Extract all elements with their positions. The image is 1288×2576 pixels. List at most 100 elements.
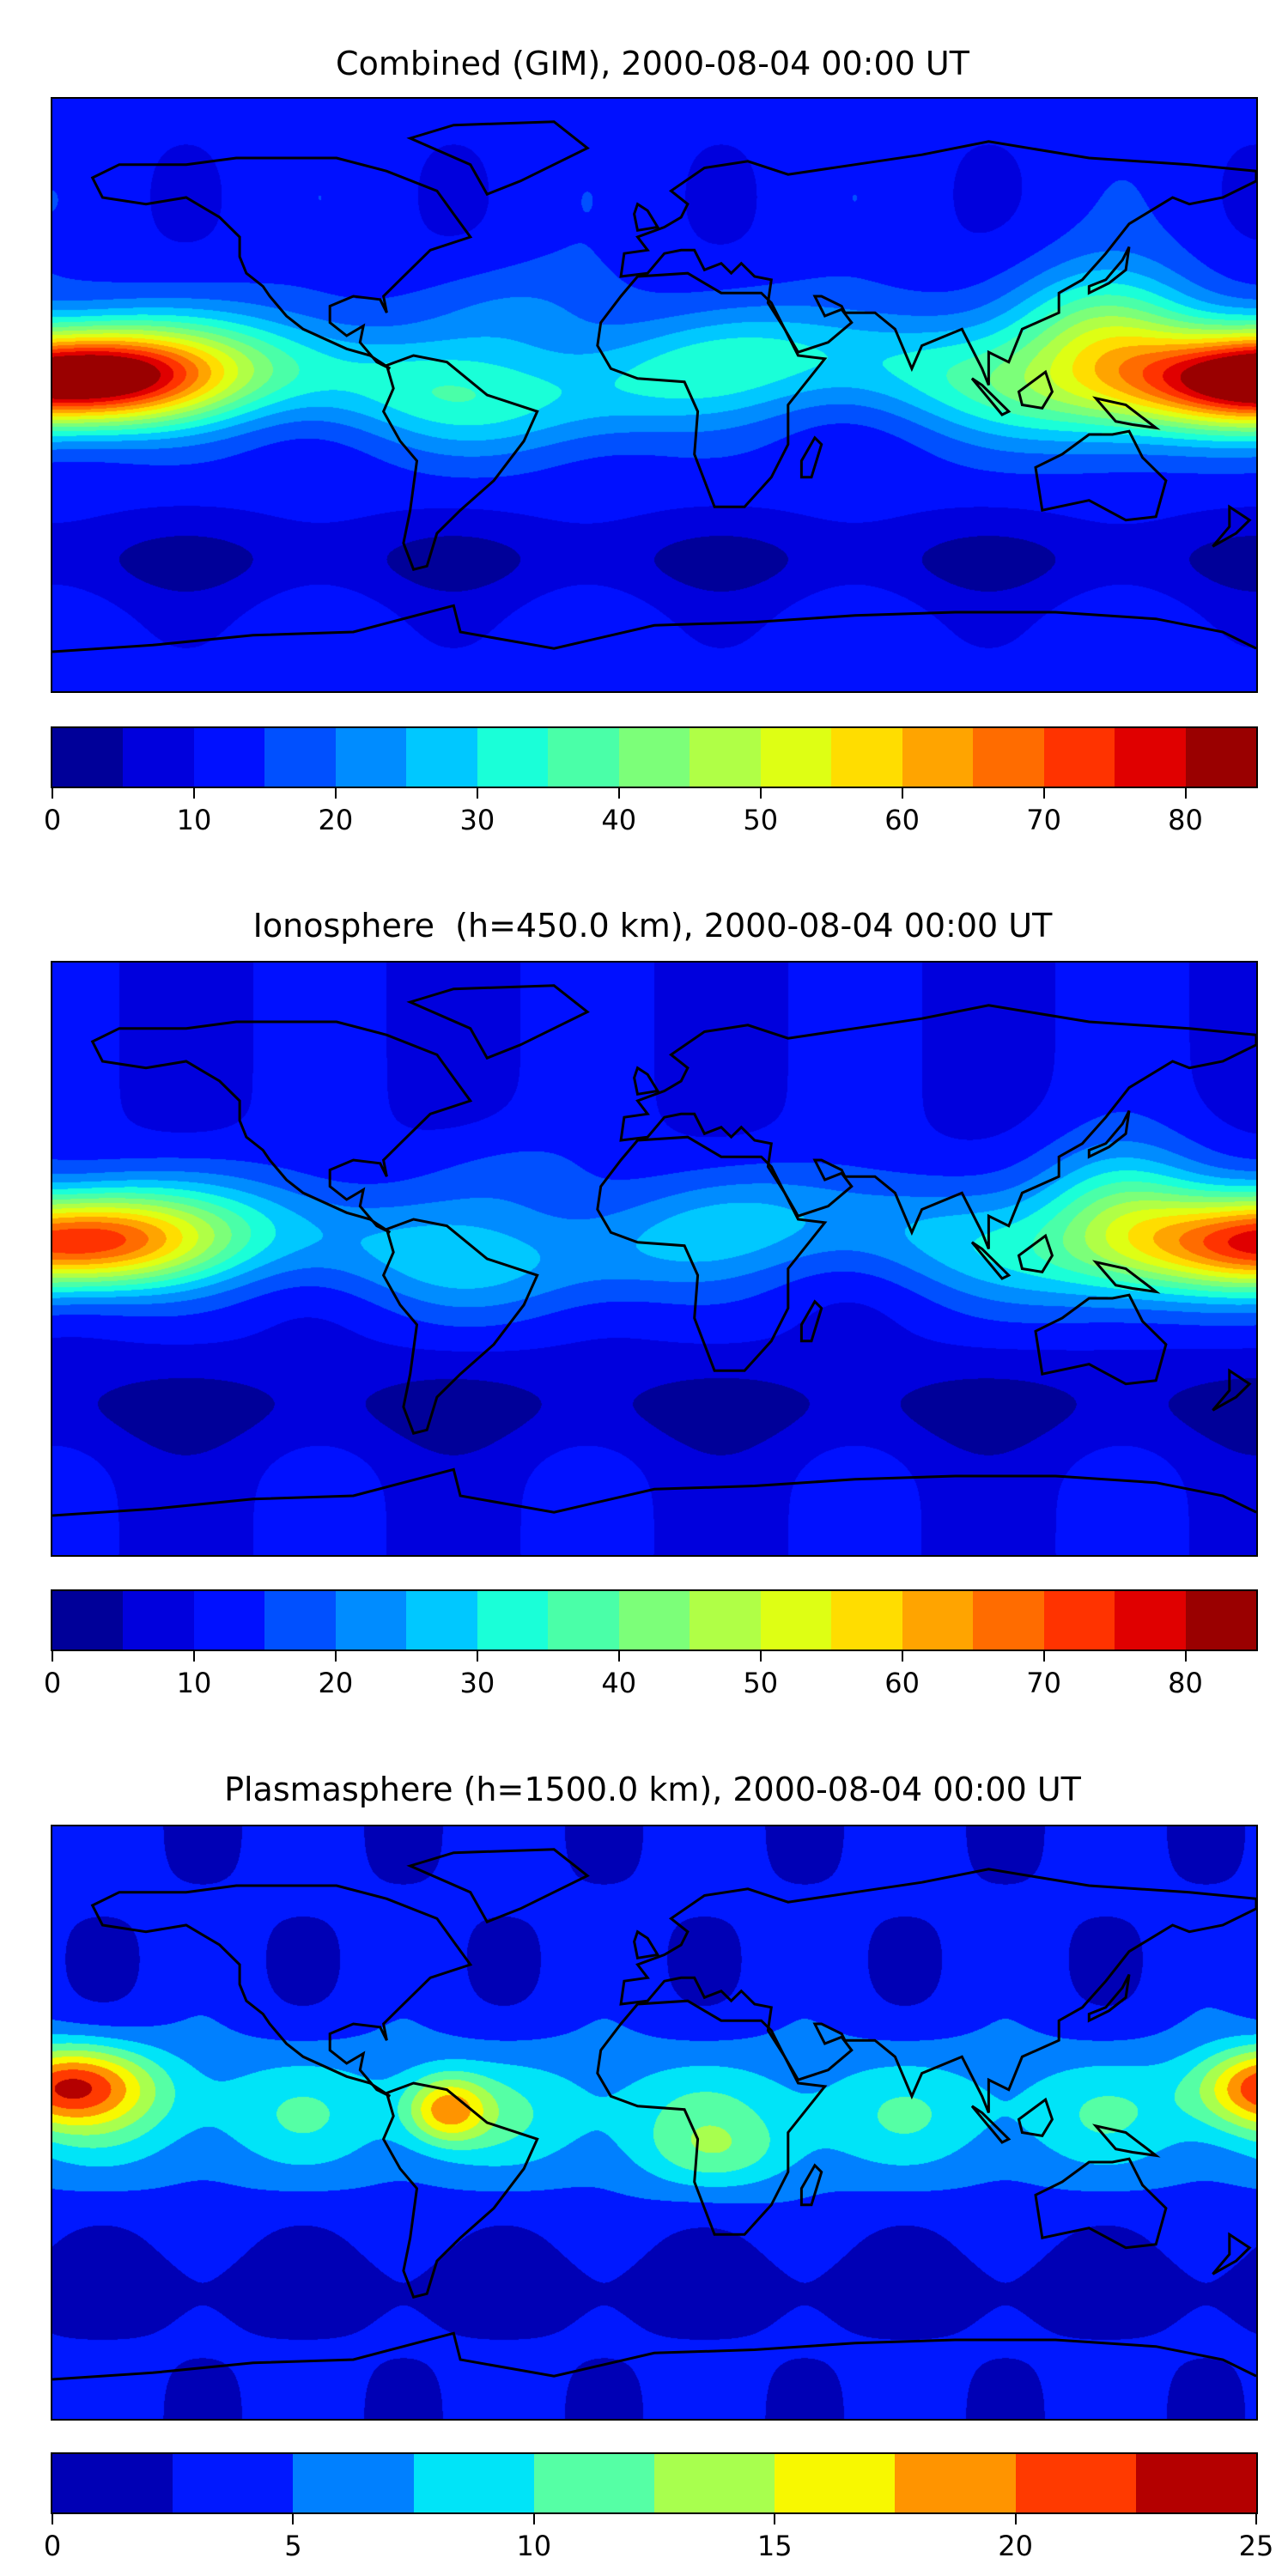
chart-title-ionosphere: Ionosphere (h=450.0 km), 2000-08-04 00:0…: [252, 907, 1053, 945]
colorbar-segment: [654, 2454, 775, 2512]
coastline-sumatra: [970, 2105, 1012, 2144]
colorbar-segment: [548, 728, 619, 787]
coastline-madagascar: [799, 2163, 823, 2207]
colorbar-tick-label: 40: [601, 804, 637, 836]
colorbar-segment: [123, 1591, 194, 1649]
coastlines: [52, 1848, 1256, 2381]
colorbar-tick: [1042, 1651, 1045, 1662]
colorbar-tick: [759, 1651, 762, 1662]
colorbar-segment: [1043, 1591, 1115, 1649]
colorbar-tick: [52, 2514, 53, 2524]
coastline-new-zealand: [1212, 1368, 1252, 1412]
coastline-north-america: [90, 156, 473, 370]
colorbar-tick-label: 0: [43, 2530, 62, 2562]
colorbar-segment: [1115, 1591, 1186, 1649]
colorbar-tick-label: 30: [459, 804, 495, 836]
colorbar-segment: [973, 728, 1044, 787]
coastline-africa: [596, 1135, 828, 1372]
colorbar-segment: [193, 728, 265, 787]
colorbar-segment: [1185, 728, 1256, 787]
coastline-australia: [1034, 2157, 1168, 2250]
colorbar-tick: [292, 2514, 295, 2524]
colorbar-tick-label: 80: [1168, 1667, 1203, 1699]
colorbar-segment: [1185, 1591, 1256, 1649]
colorbar-tick-label: 10: [176, 1667, 212, 1699]
colorbar-tick: [1184, 788, 1187, 799]
coastline-madagascar: [799, 435, 823, 479]
colorbar-segment: [760, 1591, 832, 1649]
colorbar-segment: [52, 1591, 124, 1649]
colorbar-tick-label: 60: [884, 1667, 920, 1699]
coastline-japan: [1087, 1973, 1131, 2023]
colorbar-combined: [51, 726, 1258, 788]
colorbar-tick: [532, 2514, 535, 2524]
coastline-madagascar: [799, 1299, 823, 1343]
colorbar-segment: [690, 1591, 761, 1649]
colorbar-segment: [760, 728, 832, 787]
coastline-japan: [1087, 246, 1131, 295]
coastline-australia: [1034, 429, 1168, 522]
chart-title-combined: Combined (GIM), 2000-08-04 00:00 UT: [336, 45, 969, 82]
colorbar-segment: [406, 1591, 477, 1649]
colorbar-tick-label: 0: [43, 1667, 62, 1699]
contour-field-plasmasphere: [52, 1826, 1256, 2419]
coastline-japan: [1087, 1109, 1131, 1159]
colorbar-tick: [52, 1651, 53, 1662]
colorbar-segment: [831, 1591, 902, 1649]
coastline-britain: [633, 202, 660, 233]
colorbar-tick: [617, 1651, 620, 1662]
coastline-eurasia: [619, 1868, 1256, 2114]
colorbar-tick-label: 20: [318, 804, 354, 836]
colorbar-segment: [618, 1591, 690, 1649]
colorbar-tick: [52, 788, 53, 799]
colorbar-segment: [902, 728, 974, 787]
coastline-antarctica: [52, 1467, 1256, 1517]
coastline-borneo: [1017, 1233, 1054, 1273]
colorbar-segment: [193, 1591, 265, 1649]
coastline-britain: [633, 1066, 660, 1097]
coastline-sumatra: [970, 377, 1012, 416]
colorbar-segment: [264, 1591, 336, 1649]
contour-field-ionosphere: [52, 963, 1256, 1555]
coastline-south-america: [381, 354, 539, 571]
colorbar-segment: [264, 728, 336, 787]
coastline-eurasia: [619, 1004, 1256, 1250]
contour-field-combined: [52, 99, 1256, 691]
colorbar-segment: [1043, 728, 1115, 787]
colorbar-tick-label: 50: [743, 804, 779, 836]
colorbar-tick-label: 30: [459, 1667, 495, 1699]
coastline-south-america: [381, 2081, 539, 2299]
coastline-new-zealand: [1212, 504, 1252, 548]
colorbar-tick-label: 20: [998, 2530, 1033, 2562]
coastline-borneo: [1017, 369, 1054, 410]
colorbar-ticks-plasmasphere: 0 5 10 15 20 25: [44, 2514, 1273, 2566]
coastline-africa: [596, 1999, 828, 2236]
colorbar-segment: [477, 1591, 549, 1649]
colorbar-tick-label: 50: [743, 1667, 779, 1699]
map-plasmasphere: [51, 1825, 1258, 2421]
colorbar-segment: [293, 2454, 414, 2512]
colorbar-tick: [759, 788, 762, 799]
colorbar-segment: [1015, 2454, 1136, 2512]
colorbar-tick: [901, 788, 903, 799]
colorbar-tick: [334, 788, 337, 799]
map-ionosphere: [51, 961, 1258, 1557]
colorbar-segment: [335, 728, 407, 787]
map-combined: [51, 97, 1258, 693]
coastline-new-zealand: [1212, 2232, 1252, 2275]
colorbar-tick-label: 80: [1168, 804, 1203, 836]
colorbar-segment: [533, 2454, 655, 2512]
colorbar-tick-label: 5: [284, 2530, 302, 2562]
colorbar-tick-label: 15: [756, 2530, 793, 2562]
coastline-africa: [596, 271, 828, 508]
colorbar-segment: [123, 728, 194, 787]
colorbar-segment: [548, 1591, 619, 1649]
colorbar-segment: [173, 2454, 294, 2512]
colorbar-tick: [774, 2514, 776, 2524]
colorbar-segment: [618, 728, 690, 787]
colorbar-segment: [831, 728, 902, 787]
coastline-north-america: [90, 1020, 473, 1234]
colorbar-tick: [334, 1651, 337, 1662]
colorbar-segment: [52, 728, 124, 787]
colorbar-tick: [192, 1651, 195, 1662]
